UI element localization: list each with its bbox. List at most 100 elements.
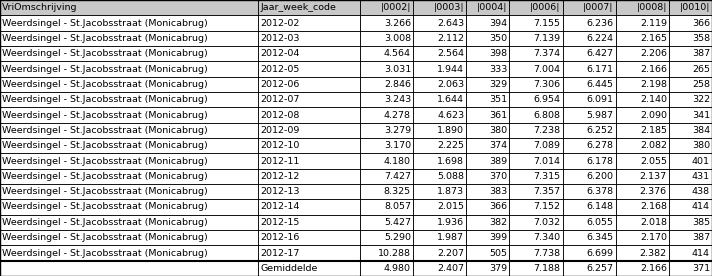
Text: 380: 380 (489, 126, 507, 135)
Text: 6.699: 6.699 (587, 248, 614, 258)
Text: 2012-04: 2012-04 (261, 49, 300, 58)
Bar (413, 215, 466, 230)
Bar (360, 31, 413, 46)
Bar (360, 184, 413, 199)
Text: 384: 384 (692, 126, 710, 135)
Bar (669, 77, 712, 92)
Text: 5.427: 5.427 (384, 218, 411, 227)
Bar (509, 215, 562, 230)
Text: 414: 414 (692, 248, 710, 258)
Bar (616, 107, 669, 123)
Bar (669, 0, 712, 15)
Text: 366: 366 (692, 18, 710, 28)
Bar (562, 245, 616, 261)
Bar (360, 92, 413, 107)
Bar (466, 199, 509, 215)
Bar (466, 230, 509, 245)
Text: 383: 383 (489, 187, 507, 196)
Bar (616, 61, 669, 77)
Text: 7.427: 7.427 (384, 172, 411, 181)
Bar (258, 245, 360, 261)
Bar (669, 230, 712, 245)
Text: 385: 385 (692, 218, 710, 227)
Bar (258, 153, 360, 169)
Bar (509, 199, 562, 215)
Bar (466, 31, 509, 46)
Bar (562, 199, 616, 215)
Bar (669, 169, 712, 184)
Bar (258, 46, 360, 61)
Bar (616, 245, 669, 261)
Bar (509, 61, 562, 77)
Bar (509, 0, 562, 15)
Bar (413, 138, 466, 153)
Text: |0007|: |0007| (583, 3, 614, 12)
Text: 6.200: 6.200 (587, 172, 614, 181)
Bar (258, 261, 360, 276)
Bar (669, 92, 712, 107)
Bar (562, 61, 616, 77)
Bar (0, 92, 258, 107)
Text: 2.018: 2.018 (640, 218, 667, 227)
Text: 2012-05: 2012-05 (261, 65, 300, 73)
Text: 379: 379 (489, 264, 507, 273)
Text: VriOmschrijving: VriOmschrijving (2, 3, 78, 12)
Text: 2.015: 2.015 (437, 203, 464, 211)
Text: 380: 380 (692, 141, 710, 150)
Text: 394: 394 (489, 18, 507, 28)
Text: 2.170: 2.170 (640, 233, 667, 242)
Text: 7.004: 7.004 (533, 65, 560, 73)
Bar (669, 199, 712, 215)
Text: Weerdsingel - St.Jacobsstraat (Monicabrug): Weerdsingel - St.Jacobsstraat (Monicabru… (2, 18, 208, 28)
Bar (413, 107, 466, 123)
Text: 3.170: 3.170 (384, 141, 411, 150)
Text: 2012-03: 2012-03 (261, 34, 300, 43)
Bar (0, 31, 258, 46)
Bar (616, 0, 669, 15)
Bar (669, 153, 712, 169)
Bar (669, 245, 712, 261)
Bar (0, 77, 258, 92)
Bar (466, 77, 509, 92)
Bar (413, 61, 466, 77)
Bar (616, 230, 669, 245)
Bar (413, 261, 466, 276)
Bar (360, 123, 413, 138)
Bar (509, 92, 562, 107)
Text: Weerdsingel - St.Jacobsstraat (Monicabrug): Weerdsingel - St.Jacobsstraat (Monicabru… (2, 233, 208, 242)
Text: Weerdsingel - St.Jacobsstraat (Monicabrug): Weerdsingel - St.Jacobsstraat (Monicabru… (2, 141, 208, 150)
Text: 3.279: 3.279 (384, 126, 411, 135)
Bar (413, 77, 466, 92)
Bar (616, 123, 669, 138)
Bar (509, 230, 562, 245)
Text: 2.137: 2.137 (639, 172, 667, 181)
Bar (413, 153, 466, 169)
Bar (466, 123, 509, 138)
Bar (466, 169, 509, 184)
Text: 6.236: 6.236 (587, 18, 614, 28)
Text: 2.407: 2.407 (437, 264, 464, 273)
Bar (669, 123, 712, 138)
Bar (562, 0, 616, 15)
Text: 2012-09: 2012-09 (261, 126, 300, 135)
Text: 2012-11: 2012-11 (261, 156, 300, 166)
Bar (413, 31, 466, 46)
Text: 265: 265 (692, 65, 710, 73)
Text: 6.252: 6.252 (587, 126, 614, 135)
Bar (562, 31, 616, 46)
Text: 1.987: 1.987 (437, 233, 464, 242)
Bar (509, 46, 562, 61)
Text: 333: 333 (489, 65, 507, 73)
Bar (562, 138, 616, 153)
Bar (669, 61, 712, 77)
Bar (258, 215, 360, 230)
Text: Weerdsingel - St.Jacobsstraat (Monicabrug): Weerdsingel - St.Jacobsstraat (Monicabru… (2, 156, 208, 166)
Text: 8.325: 8.325 (384, 187, 411, 196)
Bar (509, 169, 562, 184)
Text: 2.564: 2.564 (437, 49, 464, 58)
Bar (413, 15, 466, 31)
Text: 2012-10: 2012-10 (261, 141, 300, 150)
Text: 8.057: 8.057 (384, 203, 411, 211)
Text: Gemiddelde: Gemiddelde (261, 264, 318, 273)
Text: 1.873: 1.873 (437, 187, 464, 196)
